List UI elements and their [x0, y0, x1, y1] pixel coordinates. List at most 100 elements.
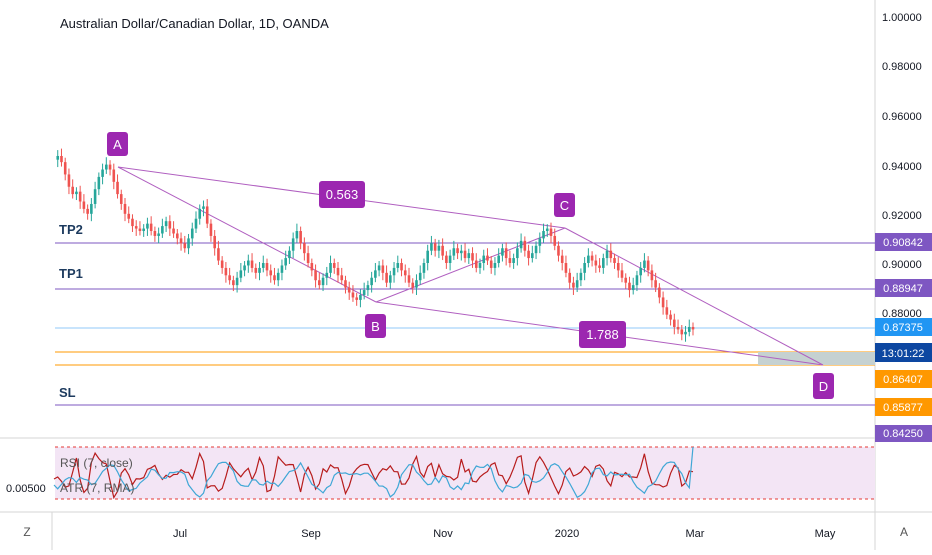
- candle-body: [433, 243, 437, 251]
- point-a-badge[interactable]: A: [107, 132, 128, 156]
- rsi-band: [55, 447, 875, 499]
- candle-body: [377, 265, 381, 271]
- candle-body: [448, 255, 452, 263]
- candle-body: [639, 267, 642, 276]
- candle-body: [418, 272, 422, 281]
- candle-body: [616, 263, 620, 271]
- candles: [56, 148, 695, 342]
- candle-body: [650, 270, 654, 281]
- candle-body: [340, 275, 344, 281]
- candle-body: [680, 329, 684, 335]
- harmonic-pattern[interactable]: [117, 166, 824, 366]
- candle-body: [474, 260, 478, 268]
- candle-body: [146, 223, 149, 229]
- candle-body: [142, 228, 145, 232]
- candle-body: [183, 243, 187, 249]
- candle-body: [67, 174, 71, 187]
- candle-body: [497, 255, 500, 263]
- candle-body: [90, 203, 93, 214]
- price-axis[interactable]: 1.00000 0.98000 0.96000 0.94000 0.92000 …: [882, 12, 922, 320]
- candle-body: [164, 221, 168, 227]
- projection-zone: [758, 352, 875, 365]
- point-b-badge[interactable]: B: [365, 314, 386, 338]
- candle-body: [284, 258, 287, 266]
- candle-body: [594, 260, 598, 266]
- candle-body: [123, 203, 127, 214]
- candle-body: [303, 243, 306, 254]
- candle-body: [400, 263, 403, 271]
- sl-price: 0.84250: [883, 428, 923, 440]
- candle-body: [105, 164, 108, 170]
- candle-body: [669, 314, 672, 320]
- candle-body: [366, 285, 370, 291]
- candle-body: [127, 213, 131, 219]
- candle-body: [643, 260, 646, 268]
- ratio-ac-label: 0.563: [326, 187, 359, 202]
- time-axis[interactable]: Jul Sep Nov 2020 Mar May: [173, 528, 836, 540]
- candle-body: [228, 275, 231, 281]
- x-tick-label: 2020: [555, 528, 579, 540]
- auto-scale-button[interactable]: A: [900, 525, 908, 539]
- candle-body: [445, 255, 448, 263]
- candle-body: [471, 253, 474, 261]
- tp2-price-tag: [875, 233, 932, 251]
- candle-body: [486, 255, 489, 261]
- candle-body: [56, 155, 60, 160]
- x-tick-label: Sep: [301, 528, 321, 540]
- atr-legend[interactable]: ATR (7, RMA): [60, 481, 134, 495]
- candle-body: [508, 258, 512, 263]
- x-tick-label: Nov: [433, 528, 453, 540]
- candle-body: [512, 258, 515, 263]
- candle-body: [620, 270, 624, 278]
- candle-body: [239, 270, 243, 278]
- candle-body: [198, 208, 202, 219]
- candle-body: [112, 169, 116, 182]
- tp2-price: 0.90842: [883, 237, 923, 249]
- candle-body: [194, 218, 198, 229]
- candle-body: [224, 267, 228, 276]
- candle-body: [325, 272, 329, 278]
- zoom-toggle-icon[interactable]: Z: [23, 525, 30, 539]
- current-price-tag: [875, 318, 932, 336]
- candle-body: [411, 282, 415, 288]
- candle-body: [460, 250, 463, 254]
- candle-body: [426, 250, 429, 263]
- candle-body: [280, 265, 284, 273]
- orange-price-upper: 0.86407: [883, 374, 923, 386]
- atr-tick-label: 0.00500: [6, 483, 46, 495]
- orange-price-tag-upper: [875, 370, 932, 388]
- ratio-bd-badge[interactable]: 1.788: [579, 321, 626, 348]
- candle-body: [205, 206, 209, 224]
- candle-body: [119, 194, 123, 204]
- candle-body: [336, 267, 340, 276]
- candle-body: [658, 287, 661, 298]
- candle-body: [329, 263, 332, 273]
- candle-body: [75, 191, 78, 195]
- candle-body: [389, 275, 392, 283]
- leg-ab: [117, 166, 377, 303]
- sl-price-tag: [875, 425, 932, 442]
- candle-body: [407, 275, 411, 283]
- rsi-legend[interactable]: RSI (7, close): [60, 456, 133, 470]
- tp1-label: TP1: [59, 266, 83, 281]
- point-c-badge[interactable]: C: [554, 193, 575, 217]
- candle-body: [295, 231, 299, 239]
- ratio-ac-badge[interactable]: 0.563: [319, 181, 365, 208]
- candle-body: [635, 275, 639, 286]
- candle-body: [392, 267, 396, 276]
- tp2-label: TP2: [59, 222, 83, 237]
- candle-body: [131, 218, 134, 227]
- x-tick-label: Mar: [686, 528, 705, 540]
- point-d-badge[interactable]: D: [813, 373, 834, 399]
- candle-body: [691, 326, 695, 330]
- candle-body: [441, 245, 444, 256]
- candle-body: [149, 223, 153, 232]
- tp1-price-tag: [875, 279, 932, 297]
- candle-body: [247, 260, 250, 266]
- candle-body: [97, 176, 101, 190]
- candle-body: [344, 280, 347, 288]
- candle-body: [568, 272, 571, 283]
- candle-body: [71, 186, 74, 195]
